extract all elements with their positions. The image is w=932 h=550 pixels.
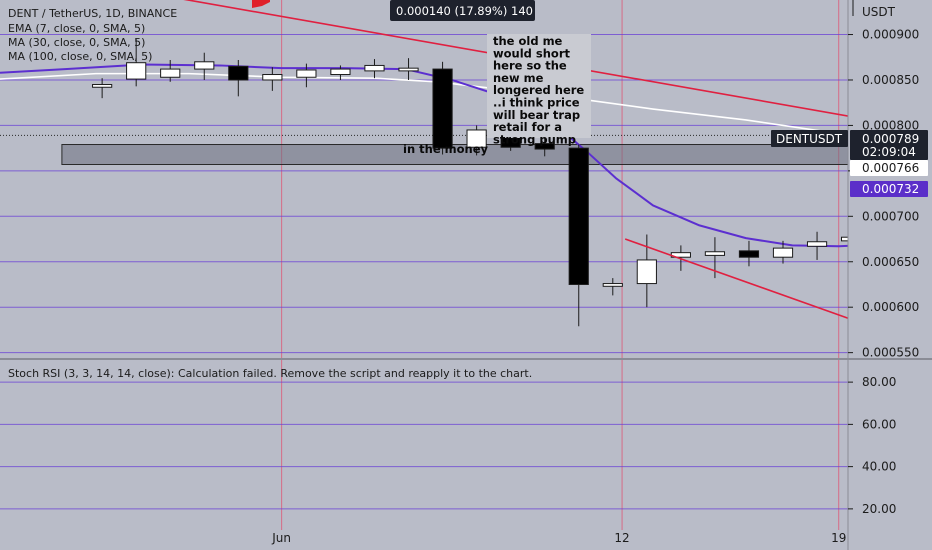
- indicator-ema: EMA (7, close, 0, SMA, 5): [8, 22, 145, 35]
- price-tick-label: 0.000900: [862, 28, 919, 42]
- measure-tooltip-bg: [390, 0, 535, 21]
- level-purple-label-bg: [850, 181, 928, 197]
- note-line: longered here: [493, 83, 584, 97]
- note-box[interactable]: the old me would short here so the new me lo…: [487, 34, 591, 146]
- symbol-title: DENT / TetherUS, 1D, BINANCE: [8, 7, 177, 20]
- note-line: ..i think price: [493, 96, 580, 110]
- candle[interactable]: [534, 143, 555, 150]
- candle[interactable]: [262, 74, 283, 81]
- x-tick-label: 12: [614, 531, 629, 545]
- candle[interactable]: [466, 129, 487, 148]
- price-tick-label: 0.000600: [862, 300, 919, 314]
- candle[interactable]: [602, 283, 623, 287]
- candle[interactable]: [296, 69, 317, 78]
- stoch-tick-label: 20.00: [862, 502, 896, 516]
- price-tick-label: 0.000700: [862, 209, 919, 223]
- price-axis-unit: USDT: [862, 5, 896, 19]
- candle[interactable]: [228, 65, 249, 81]
- level-purple-label: 0.000732: [862, 182, 919, 196]
- stoch-tick-label: 60.00: [862, 417, 896, 431]
- note-line: would short: [493, 46, 570, 60]
- stoch-tick-label: 40.00: [862, 460, 896, 474]
- candle[interactable]: [364, 64, 385, 72]
- note-line: the old me: [493, 34, 563, 48]
- symbol-label-bg: [771, 130, 848, 147]
- note-line: new me: [493, 71, 544, 85]
- indicator-ma30: MA (30, close, 0, SMA, 5): [8, 36, 145, 49]
- candle[interactable]: [92, 84, 113, 88]
- note-line: strong pump: [493, 132, 576, 146]
- price-tick-label: 0.000850: [862, 73, 919, 87]
- note-line: here so the: [493, 59, 567, 73]
- flag-icon: [252, 0, 270, 8]
- level-white-label: 0.000766: [862, 161, 919, 175]
- symbol-label: DENTUSDT: [776, 132, 843, 146]
- breakout-trendline[interactable]: [624, 238, 877, 329]
- zone-label: in the money: [403, 142, 488, 156]
- price-tick-label: 0.000800: [862, 118, 919, 132]
- legend[interactable]: DENT / TetherUS, 1D, BINANCE EMA (7, clo…: [8, 7, 177, 63]
- candle[interactable]: [806, 241, 828, 247]
- stoch-tick-label: 80.00: [862, 375, 896, 389]
- price-axis-background: [848, 0, 932, 550]
- stoch-rsi-message: Stoch RSI (3, 3, 14, 14, close): Calcula…: [8, 367, 532, 380]
- measure-tooltip: 0.000140 (17.89%) 140: [390, 0, 535, 21]
- candle[interactable]: [772, 247, 794, 258]
- candle[interactable]: [160, 68, 181, 78]
- stoch-axis[interactable]: 20.00 40.00 60.00 80.00: [848, 375, 896, 516]
- candle[interactable]: [738, 250, 760, 258]
- note-box-background: [487, 34, 591, 138]
- time-axis[interactable]: Jun 12 19: [271, 531, 846, 545]
- note-line: retail for a: [493, 120, 562, 134]
- candle[interactable]: [398, 67, 419, 72]
- support-zone[interactable]: [61, 144, 932, 166]
- price-tick-label: 0.000650: [862, 255, 919, 269]
- indicator-ma100: MA (100, close, 0, SMA, 5): [8, 50, 152, 63]
- level-white-label-bg: [850, 160, 928, 176]
- countdown-label: 02:09:04: [862, 145, 916, 159]
- x-tick-label: Jun: [271, 531, 291, 545]
- candle[interactable]: [568, 147, 589, 285]
- price-labels: DENTUSDT 0.000789 02:09:04 0.000766 0.00…: [771, 130, 928, 197]
- last-price-label-bg: [850, 130, 928, 160]
- candle[interactable]: [432, 68, 453, 149]
- last-price-label: 0.000789: [862, 132, 919, 146]
- candle[interactable]: [126, 62, 147, 80]
- x-tick-label: 19: [831, 531, 846, 545]
- measure-tooltip-text: 0.000140 (17.89%) 140: [396, 4, 533, 18]
- candle[interactable]: [194, 61, 215, 70]
- note-text: the old me would short here so the new me lo…: [493, 34, 584, 146]
- candle[interactable]: [636, 259, 657, 285]
- candle[interactable]: [704, 251, 726, 256]
- note-line: will bear trap: [493, 108, 580, 122]
- chart-grid: [0, 0, 848, 530]
- candle[interactable]: [330, 68, 351, 76]
- price-tick-label: 0.000550: [862, 346, 919, 360]
